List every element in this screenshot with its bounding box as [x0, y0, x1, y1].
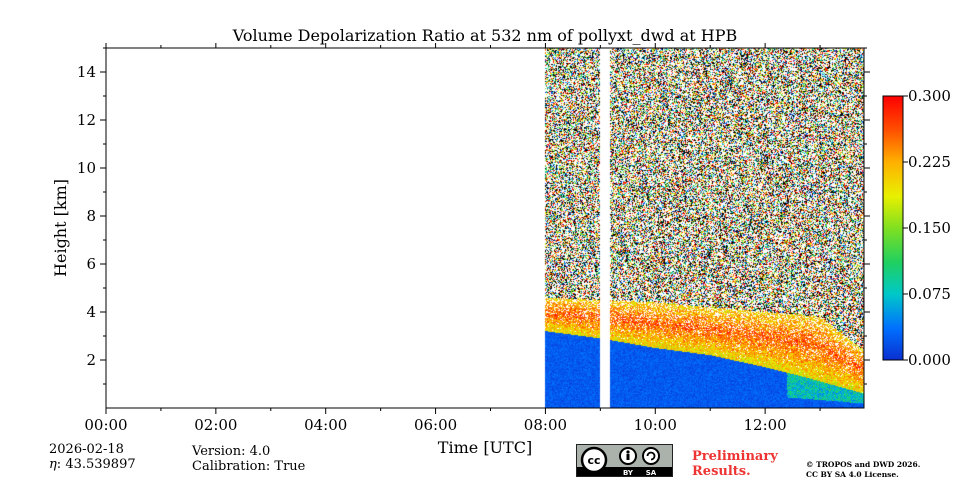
calibration-text: Calibration: True [192, 459, 306, 474]
colorbar-tick-label: 0.300 [908, 87, 951, 105]
heatmap-image [106, 48, 864, 408]
x-tick-label: 10:00 [634, 416, 677, 434]
colorbar [882, 95, 904, 361]
y-axis: 2 4 6 8 10 12 14 [77, 47, 870, 385]
version-text: Version: 4.0 [192, 444, 271, 459]
x-tick-label: 00:00 [84, 416, 127, 434]
cc-main-text: cc [587, 454, 600, 467]
y-tick-label: 2 [86, 351, 96, 369]
colorbar-tick-label: 0.000 [908, 351, 951, 369]
preliminary-line-1: Preliminary [692, 449, 778, 464]
cc-by-text: BY [623, 469, 634, 476]
x-tick-label: 12:00 [744, 416, 787, 434]
colorbar-tick-label: 0.150 [908, 219, 951, 237]
cc-sa-text: SA [646, 469, 657, 476]
y-tick-label: 8 [86, 207, 96, 225]
date-text: 2026-02-18 [49, 442, 124, 457]
y-tick-label: 14 [77, 63, 96, 81]
y-tick-label: 6 [86, 255, 96, 273]
x-tick-label: 02:00 [194, 416, 237, 434]
x-axis-label: Time [UTC] [438, 438, 532, 457]
cc-license-icon: cc BY SA [577, 446, 672, 477]
date-info: 2026-02-18 η: 43.539897 [49, 442, 136, 472]
copyright-line-1: © TROPOS and DWD 2026. [806, 460, 921, 469]
colorbar-axis: 0.000 0.075 0.150 0.225 0.300 [903, 87, 951, 369]
x-tick-label: 04:00 [304, 416, 347, 434]
plot-frame [105, 47, 865, 409]
preliminary-results-label: Preliminary Results. [692, 449, 778, 479]
preliminary-line-2: Results. [692, 464, 751, 479]
eta-value: 43.539897 [65, 457, 136, 472]
version-info: Version: 4.0 Calibration: True [192, 444, 305, 474]
y-tick-label: 12 [77, 111, 96, 129]
y-tick-label: 10 [77, 159, 96, 177]
colorbar-tick-label: 0.075 [908, 285, 951, 303]
x-axis: 00:00 02:00 04:00 06:00 08:00 10:00 12:00 [84, 43, 821, 434]
copyright-notice: © TROPOS and DWD 2026. CC BY SA 4.0 Lice… [806, 460, 920, 480]
y-tick-label: 4 [86, 303, 96, 321]
cc-license-badge: cc BY SA [576, 444, 673, 477]
y-axis-label: Height [km] [51, 179, 70, 277]
x-tick-label: 08:00 [524, 416, 567, 434]
eta-symbol: η [49, 457, 57, 472]
copyright-line-2: CC BY SA 4.0 License. [806, 470, 899, 479]
eta-text: η: 43.539897 [49, 457, 136, 472]
colorbar-tick-label: 0.225 [908, 153, 951, 171]
chart-title: Volume Depolarization Ratio at 532 nm of… [232, 26, 738, 45]
x-tick-label: 06:00 [414, 416, 457, 434]
heatmap-layer [106, 48, 864, 408]
